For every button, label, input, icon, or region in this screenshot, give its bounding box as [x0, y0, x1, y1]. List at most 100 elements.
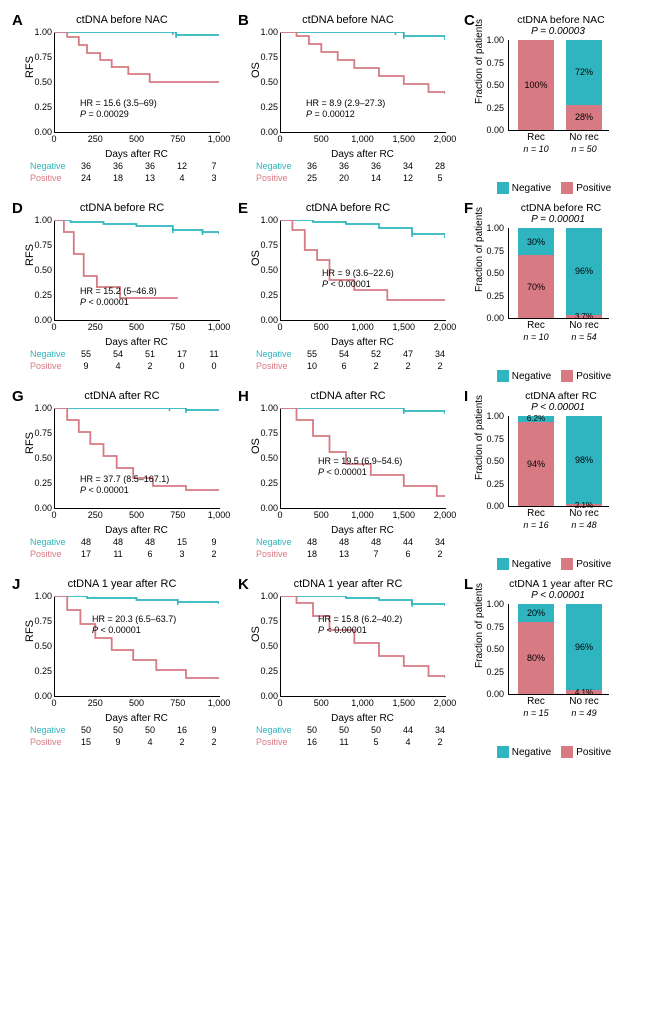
- x-tick: 750: [170, 698, 185, 708]
- bar-seg-positive: 4.1%: [566, 690, 602, 694]
- risk-table: Negative5554511711Positive94200: [30, 348, 230, 372]
- curve-positive: [54, 32, 219, 82]
- y-tick: 0.75: [474, 622, 504, 632]
- bar-n-label: n = 49: [560, 708, 608, 718]
- risk-value: 34: [424, 537, 456, 547]
- x-tick: 1,000: [351, 510, 374, 520]
- x-tick: 250: [88, 134, 103, 144]
- y-tick: 0.25: [474, 667, 504, 677]
- km-plot: RFS0.000.250.500.751.0002505007501,000Da…: [30, 216, 230, 346]
- x-tick: 1,000: [208, 134, 231, 144]
- risk-value: 16: [296, 737, 328, 747]
- y-axis-label: OS: [250, 62, 262, 78]
- risk-row: Positive24181343: [30, 172, 230, 184]
- risk-value: 0: [198, 361, 230, 371]
- risk-label: Negative: [30, 537, 70, 547]
- risk-value: 4: [166, 173, 198, 183]
- bar-chart: P = 0.00001Fraction of patients0.000.250…: [472, 214, 642, 344]
- curve-positive: [280, 32, 445, 94]
- x-tick: 1,500: [392, 510, 415, 520]
- risk-value: 7: [360, 549, 392, 559]
- curve-positive: [280, 596, 445, 678]
- risk-value: 36: [102, 161, 134, 171]
- bar-x-label: No rec: [560, 696, 608, 707]
- x-tick: 1,000: [208, 322, 231, 332]
- risk-value: 50: [328, 725, 360, 735]
- x-tick: 750: [170, 322, 185, 332]
- legend-item-positive: Positive: [561, 182, 611, 194]
- bar-x-label: No rec: [560, 132, 608, 143]
- risk-value: 36: [360, 161, 392, 171]
- km-plot: RFS0.000.250.500.751.0002505007501,000Da…: [30, 404, 230, 534]
- x-tick: 0: [277, 510, 282, 520]
- panel-title: ctDNA before NAC: [238, 14, 458, 26]
- x-tick: 2,000: [434, 322, 457, 332]
- risk-value: 10: [296, 361, 328, 371]
- panel-letter: G: [12, 388, 24, 405]
- km-panel-G: GctDNA after RCRFS0.000.250.500.751.0002…: [12, 388, 232, 570]
- risk-value: 2: [424, 549, 456, 559]
- stacked-bar: 30%70%: [518, 228, 554, 318]
- legend-label: Positive: [576, 559, 611, 570]
- y-tick: 0.50: [30, 77, 52, 87]
- y-tick: 0.75: [474, 58, 504, 68]
- km-panel-J: JctDNA 1 year after RCRFS0.000.250.500.7…: [12, 576, 232, 758]
- risk-value: 36: [134, 161, 166, 171]
- bar-seg-negative: 72%: [566, 40, 602, 105]
- legend-item-positive: Positive: [561, 558, 611, 570]
- legend-label: Negative: [512, 371, 551, 382]
- x-axis-label: Days after RC: [280, 713, 445, 724]
- risk-value: 9: [70, 361, 102, 371]
- risk-value: 48: [102, 537, 134, 547]
- risk-value: 17: [166, 349, 198, 359]
- risk-value: 3: [198, 173, 230, 183]
- panel-letter: H: [238, 388, 249, 405]
- x-tick: 750: [170, 510, 185, 520]
- risk-table: Negative505050169Positive159422: [30, 724, 230, 748]
- risk-value: 54: [328, 349, 360, 359]
- x-tick: 500: [314, 322, 329, 332]
- risk-label: Positive: [30, 361, 70, 371]
- bar-seg-positive: 70%: [518, 255, 554, 318]
- risk-table: Negative4848484434Positive1813762: [256, 536, 456, 560]
- stats-box: HR = 37.7 (8.5–167.1)P < 0.00001: [80, 474, 169, 496]
- bar-seg-negative: 96%: [566, 228, 602, 315]
- legend: Negative Positive: [464, 182, 644, 194]
- stats-box: HR = 20.3 (6.5–63.7)P < 0.00001: [92, 614, 176, 636]
- risk-row: Positive252014125: [256, 172, 456, 184]
- y-tick: 0.00: [30, 503, 52, 513]
- p-text: P = 0.00029: [80, 109, 157, 120]
- risk-value: 9: [198, 725, 230, 735]
- panel-title: ctDNA before RC: [238, 202, 458, 214]
- x-tick: 0: [51, 698, 56, 708]
- hr-text: HR = 8.9 (2.9–27.3): [306, 98, 385, 109]
- risk-value: 44: [392, 537, 424, 547]
- risk-value: 9: [102, 737, 134, 747]
- legend-item-negative: Negative: [497, 558, 551, 570]
- panel-title: ctDNA before RC: [478, 202, 644, 214]
- risk-value: 14: [360, 173, 392, 183]
- risk-value: 6: [134, 549, 166, 559]
- risk-value: 2: [360, 361, 392, 371]
- risk-value: 6: [328, 361, 360, 371]
- km-panel-K: KctDNA 1 year after RCOS0.000.250.500.75…: [238, 576, 458, 758]
- y-tick: 0.50: [30, 641, 52, 651]
- risk-label: Negative: [256, 349, 296, 359]
- risk-label: Negative: [256, 725, 296, 735]
- legend-item-negative: Negative: [497, 182, 551, 194]
- risk-label: Positive: [256, 361, 296, 371]
- stats-box: HR = 15.6 (3.5–69)P = 0.00029: [80, 98, 157, 120]
- y-tick: 0.50: [474, 456, 504, 466]
- curve-negative: [54, 32, 219, 35]
- risk-value: 4: [392, 737, 424, 747]
- risk-value: 48: [134, 537, 166, 547]
- panel-title: ctDNA before NAC: [12, 14, 232, 26]
- y-axis-label: OS: [250, 626, 262, 642]
- stacked-bar: 72%28%: [566, 40, 602, 130]
- risk-label: Positive: [30, 737, 70, 747]
- curve-negative: [54, 220, 219, 234]
- bar-seg-positive: 3.7%: [566, 315, 602, 318]
- hr-text: HR = 15.2 (5–46.8): [80, 286, 157, 297]
- risk-value: 2: [424, 737, 456, 747]
- y-tick: 0.75: [474, 434, 504, 444]
